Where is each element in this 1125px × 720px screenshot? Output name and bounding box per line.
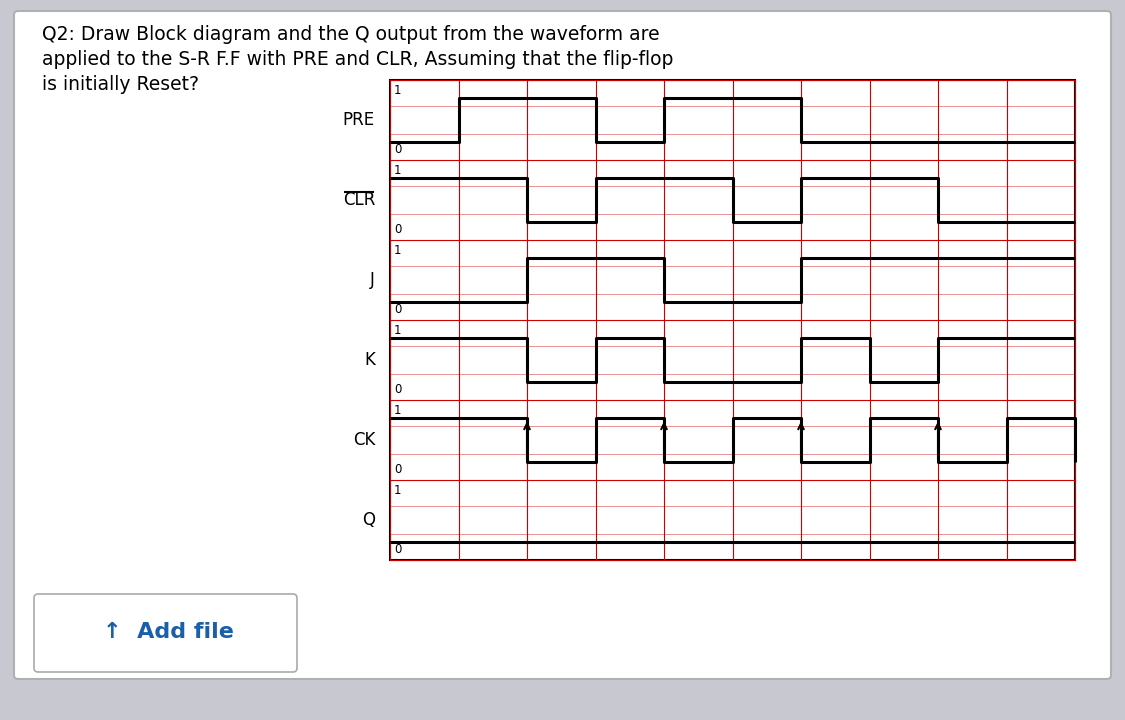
Text: 1: 1 — [394, 484, 402, 497]
Text: 0: 0 — [394, 143, 402, 156]
Text: 1: 1 — [394, 323, 402, 337]
Text: Q: Q — [362, 511, 375, 529]
Text: 1: 1 — [394, 163, 402, 176]
Bar — [390, 80, 1076, 560]
Text: 0: 0 — [394, 464, 402, 477]
Text: Q2: Draw Block diagram and the Q output from the waveform are
applied to the S-R: Q2: Draw Block diagram and the Q output … — [42, 25, 674, 94]
Text: ↑  Add file: ↑ Add file — [102, 622, 234, 642]
Text: 1: 1 — [394, 243, 402, 256]
FancyBboxPatch shape — [34, 594, 297, 672]
Text: 0: 0 — [394, 223, 402, 236]
Text: 1: 1 — [394, 404, 402, 417]
Text: 0: 0 — [394, 383, 402, 397]
Text: K: K — [364, 351, 375, 369]
Text: PRE: PRE — [343, 111, 375, 129]
FancyBboxPatch shape — [14, 11, 1112, 679]
Text: J: J — [370, 271, 375, 289]
Text: 1: 1 — [394, 84, 402, 96]
Text: CLR: CLR — [343, 191, 375, 209]
Text: CK: CK — [352, 431, 375, 449]
Text: 0: 0 — [394, 303, 402, 316]
Text: 0: 0 — [394, 544, 402, 557]
